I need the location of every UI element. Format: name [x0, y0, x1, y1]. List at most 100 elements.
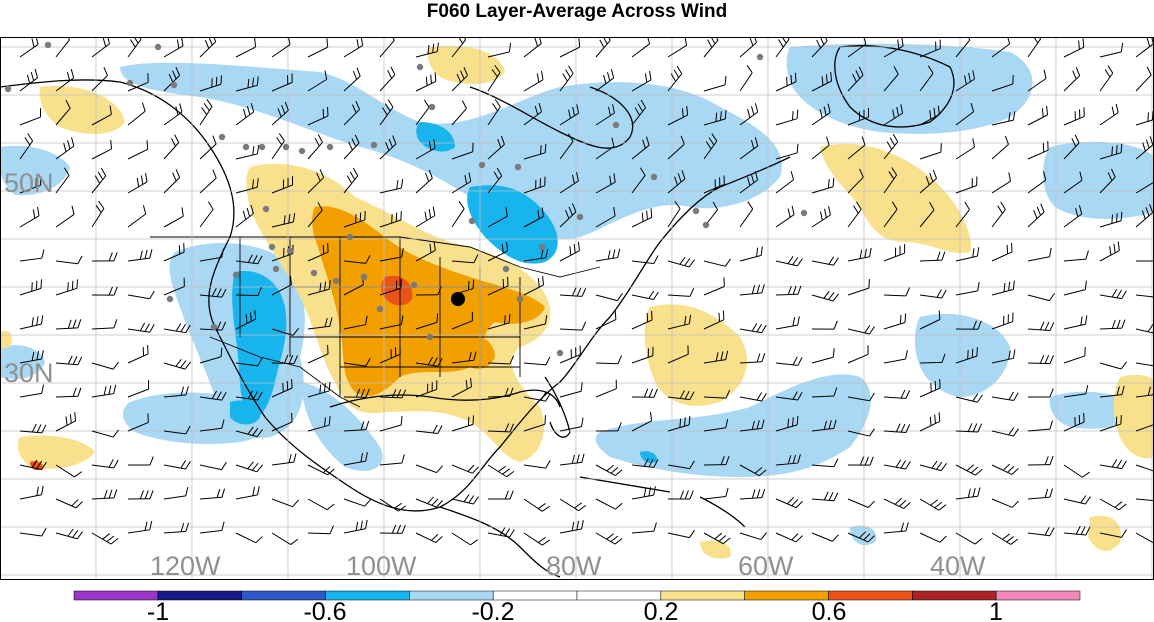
wind-barb-flag [65, 100, 71, 109]
wind-barb-flag [365, 452, 368, 462]
wind-barb-flag [257, 391, 263, 401]
colorbar-label: 0.2 [644, 598, 679, 622]
wind-barb-flag [614, 538, 623, 545]
wind-barb-flag [1107, 172, 1113, 181]
wind-barb-flag [1008, 427, 1015, 436]
wind-barb [559, 328, 582, 331]
wind-barb-flag [365, 420, 370, 430]
wind-barb-flag [787, 285, 792, 295]
wind-barb [559, 498, 579, 512]
wind-barb [55, 287, 78, 296]
wind-barb [307, 46, 328, 58]
lon-label-80w: 80W [546, 551, 602, 580]
wind-barb-flag [725, 389, 731, 399]
wind-barb-flag [247, 390, 254, 399]
wind-barb-flag [246, 207, 251, 217]
wind-barb-flag [611, 137, 615, 147]
wind-barb-flag [568, 206, 573, 216]
wind-barb [811, 260, 834, 266]
map-title: F060 Layer-Average Across Wind [426, 1, 728, 22]
wind-barb-flag [616, 293, 623, 301]
wind-barb [523, 362, 546, 366]
wind-barb-flag [581, 288, 587, 297]
blue-region [467, 185, 558, 264]
wind-barb [991, 119, 1014, 126]
wind-barb [631, 494, 654, 500]
wind-barb [1063, 464, 1083, 478]
wind-barb-flag [565, 209, 570, 219]
wind-barb-flag [791, 111, 794, 121]
wind-barb-flag [828, 256, 835, 265]
wind-barb-flag [571, 454, 575, 464]
wind-barb-flag [867, 500, 875, 508]
station-dot [370, 141, 378, 149]
wind-barb-flag [216, 488, 221, 498]
wind-barb-flag [472, 279, 475, 289]
wind-barb-flag [684, 490, 689, 500]
wind-barb-flag [824, 208, 827, 218]
wind-barb [415, 107, 430, 126]
wind-barb-flag [317, 134, 323, 143]
wind-barb [1063, 393, 1086, 398]
wind-barb-flag [220, 347, 223, 357]
wind-barb [55, 214, 75, 228]
station-dot [556, 349, 564, 357]
wind-barb-flag [67, 37, 70, 40]
wind-barb-flag [401, 248, 404, 258]
wind-barb [667, 294, 690, 297]
wind-barb-flag [1049, 488, 1053, 498]
wind-barb [235, 213, 254, 228]
wind-barb-flag [689, 529, 695, 538]
wind-barb-flag [869, 326, 875, 335]
wind-barb-flag [1011, 467, 1019, 475]
wind-barb [199, 294, 222, 298]
wind-barb-flag [754, 137, 759, 147]
wind-barb [1099, 250, 1120, 262]
wind-barb-flag [974, 538, 983, 545]
wind-barb [1099, 51, 1122, 58]
wind-barb-flag [1000, 201, 1006, 210]
wind-barb-flag [791, 417, 794, 427]
wind-barb-flag [328, 381, 331, 391]
wind-barb-flag [509, 387, 514, 397]
light-yellow-region [644, 304, 748, 406]
wind-barb [739, 532, 762, 541]
wind-barb-flag [429, 141, 432, 151]
wind-barb-flag [32, 209, 36, 219]
wind-barb-flag [931, 460, 938, 469]
light-blue-region [786, 43, 1033, 134]
wind-barb-flag [252, 254, 258, 264]
wind-barb-flag [509, 490, 514, 500]
wind-barb [55, 77, 74, 92]
wind-barb-flag [778, 39, 784, 48]
wind-barb-flag [396, 180, 399, 190]
wind-barb [415, 215, 436, 228]
wind-barb-flag [432, 206, 436, 216]
wind-barb-flag [31, 282, 33, 292]
wind-barb-flag [144, 323, 150, 332]
wind-barb-flag [1104, 69, 1111, 78]
wind-barb [559, 73, 574, 92]
anomaly-shading [0, 43, 1154, 559]
wind-barb-flag [206, 98, 213, 107]
wind-barb-flag [572, 106, 575, 116]
wind-barb [631, 43, 650, 58]
wind-barb-flag [94, 175, 101, 184]
wind-barb [451, 464, 473, 474]
wind-barb-flag [144, 490, 149, 499]
wind-barb-flag [497, 139, 502, 148]
wind-barb-flag [145, 172, 148, 182]
wind-barb [991, 83, 1014, 92]
wind-barb-flag [401, 524, 406, 534]
wind-barb-flag [819, 109, 823, 119]
wind-barb-flag [864, 248, 867, 258]
wind-barb-flag [1002, 463, 1011, 471]
wind-barb [415, 388, 437, 398]
wind-barb [775, 462, 798, 466]
wind-barb [451, 532, 471, 546]
wind-barb-flag [1039, 321, 1045, 331]
wind-barb-flag [1011, 500, 1019, 508]
wind-barb-flag [895, 423, 901, 433]
wind-barb-flag [929, 110, 932, 120]
wind-barb [703, 532, 724, 545]
